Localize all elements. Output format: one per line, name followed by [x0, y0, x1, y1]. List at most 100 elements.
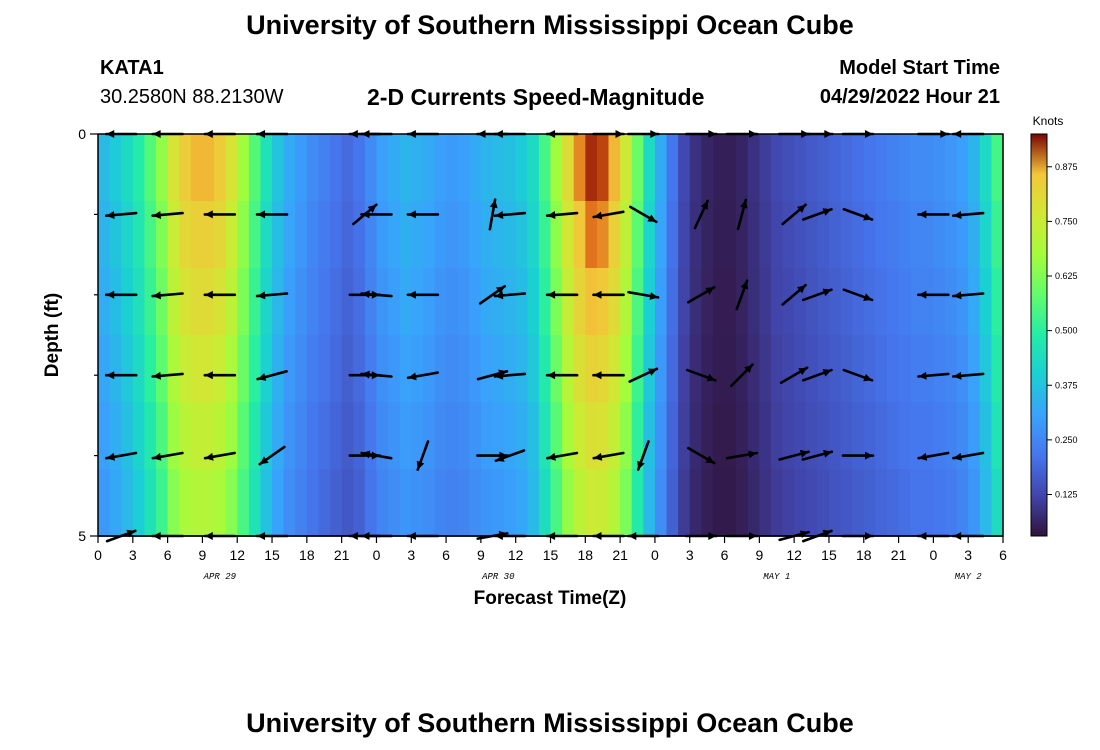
heatmap-cell [190, 201, 204, 269]
x-axis: 0 3 6 9 12 15 18 21 0 3 6 9 12 15 18 21 0 3 6 9 12 15 18 21 0 3 6 A… [94, 535, 1007, 582]
current-arrow [636, 440, 650, 471]
heatmap-cell [956, 402, 969, 470]
heatmap-cell [446, 134, 459, 202]
current-arrow [256, 370, 288, 381]
heatmap-cell [388, 335, 401, 403]
heatmap-cell [492, 134, 505, 202]
heatmap-cell [701, 402, 714, 470]
heatmap-cell [376, 335, 389, 403]
heatmap-cell [446, 469, 459, 537]
heatmap-cell [921, 402, 934, 470]
current-arrow [628, 367, 659, 383]
heatmap-cell [109, 402, 122, 470]
heatmap-cell [515, 335, 528, 403]
heatmap-cell [979, 335, 992, 403]
heatmap-cell [225, 469, 238, 537]
current-arrow [104, 290, 138, 299]
heatmap-cell [805, 335, 818, 403]
heatmap-cell [202, 335, 215, 403]
heatmap-cell [179, 335, 192, 403]
heatmap-cell [283, 402, 296, 470]
heatmap-cell [910, 201, 923, 269]
colorbar-tick-label: 0.875 [1055, 162, 1078, 172]
heatmap-cell [863, 402, 876, 470]
heatmap-cell [944, 335, 958, 403]
heatmap-cell [330, 402, 343, 470]
current-arrow [730, 363, 754, 388]
heatmap-cell [979, 268, 992, 336]
current-arrow [406, 210, 440, 219]
heatmap-cell [515, 201, 528, 269]
heatmap-cell [689, 335, 702, 403]
heatmap-cell [144, 402, 157, 470]
heatmap-cell [608, 134, 621, 202]
heatmap-cell [886, 201, 900, 269]
heatmap-cell [608, 335, 621, 403]
heatmap-cell [376, 402, 389, 470]
heatmap-cell [179, 134, 192, 202]
current-arrow [258, 445, 286, 466]
heatmap-cell [828, 268, 842, 336]
heatmap-cell [817, 335, 830, 403]
heatmap-cell [805, 201, 818, 269]
heatmap-cell [770, 134, 784, 202]
heatmap-cell [596, 402, 610, 470]
x-tick-label: 18 [856, 547, 872, 563]
heatmap-cell [805, 469, 818, 537]
heatmap-cell [596, 335, 610, 403]
current-arrow [627, 290, 660, 300]
heatmap-cell [933, 201, 946, 269]
heatmap-cell [910, 134, 923, 202]
heatmap-cell [585, 469, 598, 537]
heatmap-cell [364, 201, 378, 269]
heatmap-cell [979, 402, 992, 470]
current-arrow [494, 449, 526, 463]
heatmap-cell [214, 402, 227, 470]
current-arrow [842, 207, 874, 221]
heatmap-cell [712, 402, 726, 470]
heatmap-cell [353, 469, 366, 537]
heatmap-cell [98, 335, 111, 403]
heatmap-cell [306, 469, 320, 537]
heatmap-cell [295, 201, 308, 269]
heatmap-cell [875, 335, 888, 403]
x-tick-label: 9 [755, 547, 763, 563]
heatmap-cell [724, 268, 737, 336]
heatmap-cell [759, 201, 772, 269]
heatmap-cell [237, 335, 250, 403]
heatmap-cell [225, 134, 238, 202]
heatmap-cell [260, 335, 273, 403]
heatmap-cell [457, 134, 470, 202]
heatmap-cell [469, 469, 482, 537]
heatmap-cell [132, 402, 146, 470]
heatmap-cell [585, 402, 598, 470]
heatmap-cell [144, 335, 157, 403]
heatmap-cell [306, 402, 320, 470]
heatmap-cell [759, 268, 772, 336]
heatmap-cell [620, 402, 633, 470]
current-arrow [360, 290, 393, 299]
y-axis: 05 [78, 126, 98, 544]
heatmap-cell [840, 469, 853, 537]
heatmap-cell [341, 469, 354, 537]
y-tick-label: 0 [78, 126, 86, 142]
heatmap-cell [156, 201, 169, 269]
heatmap-cell [295, 402, 308, 470]
heatmap-cell [956, 469, 969, 537]
heatmap-cell [469, 268, 482, 336]
heatmap-cell [388, 469, 401, 537]
x-tick-label: 15 [543, 547, 559, 563]
heatmap-cell [550, 134, 563, 202]
heatmap-cell [167, 134, 180, 202]
heatmap-cell [770, 268, 784, 336]
heatmap-cell [504, 402, 517, 470]
heatmap-cell [190, 402, 204, 470]
heatmap-cell [944, 469, 958, 537]
heatmap-cell [979, 134, 992, 202]
heatmap-cell [225, 268, 238, 336]
heatmap-cell [863, 201, 876, 269]
heatmap-cell [782, 469, 795, 537]
heatmap-cell [283, 335, 296, 403]
heatmap-cell [654, 268, 668, 336]
heatmap-cell [689, 134, 702, 202]
